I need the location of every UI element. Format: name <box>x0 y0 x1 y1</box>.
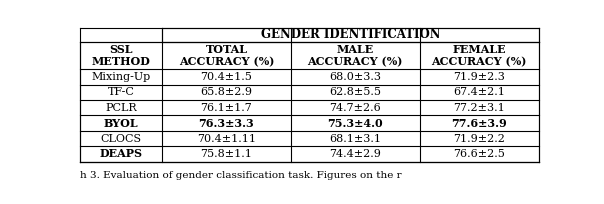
Text: 62.8±5.5: 62.8±5.5 <box>329 87 381 97</box>
Text: h 3. Evaluation of gender classification task. Figures on the r: h 3. Evaluation of gender classification… <box>80 171 402 180</box>
Text: 77.2±3.1: 77.2±3.1 <box>454 103 505 113</box>
Text: BYOL: BYOL <box>104 118 138 129</box>
Text: 70.4±1.5: 70.4±1.5 <box>201 72 252 82</box>
Text: 76.1±1.7: 76.1±1.7 <box>201 103 252 113</box>
Text: GENDER IDENTIFICATION: GENDER IDENTIFICATION <box>261 28 440 41</box>
Text: 67.4±2.1: 67.4±2.1 <box>453 87 505 97</box>
Text: 74.7±2.6: 74.7±2.6 <box>329 103 381 113</box>
Text: 77.6±3.9: 77.6±3.9 <box>451 118 507 129</box>
Text: MALE
ACCURACY (%): MALE ACCURACY (%) <box>307 44 403 67</box>
Text: 75.3±4.0: 75.3±4.0 <box>327 118 383 129</box>
Text: TF-C: TF-C <box>108 87 135 97</box>
Text: 68.0±3.3: 68.0±3.3 <box>329 72 381 82</box>
Text: 65.8±2.9: 65.8±2.9 <box>201 87 252 97</box>
Text: 70.4±1.11: 70.4±1.11 <box>197 134 256 144</box>
Text: DEAPS: DEAPS <box>100 149 143 159</box>
Text: Mixing-Up: Mixing-Up <box>92 72 151 82</box>
Text: TOTAL
ACCURACY (%): TOTAL ACCURACY (%) <box>179 44 274 67</box>
Text: 71.9±2.3: 71.9±2.3 <box>453 72 505 82</box>
Text: 74.4±2.9: 74.4±2.9 <box>329 149 381 159</box>
Text: PCLR: PCLR <box>105 103 137 113</box>
Text: 76.3±3.3: 76.3±3.3 <box>199 118 254 129</box>
Text: SSL
METHOD: SSL METHOD <box>92 44 150 67</box>
Text: 68.1±3.1: 68.1±3.1 <box>329 134 381 144</box>
Text: 76.6±2.5: 76.6±2.5 <box>453 149 505 159</box>
Text: 75.8±1.1: 75.8±1.1 <box>201 149 252 159</box>
Text: CLOCS: CLOCS <box>101 134 142 144</box>
Text: FEMALE
ACCURACY (%): FEMALE ACCURACY (%) <box>431 44 527 67</box>
Text: 71.9±2.2: 71.9±2.2 <box>453 134 505 144</box>
